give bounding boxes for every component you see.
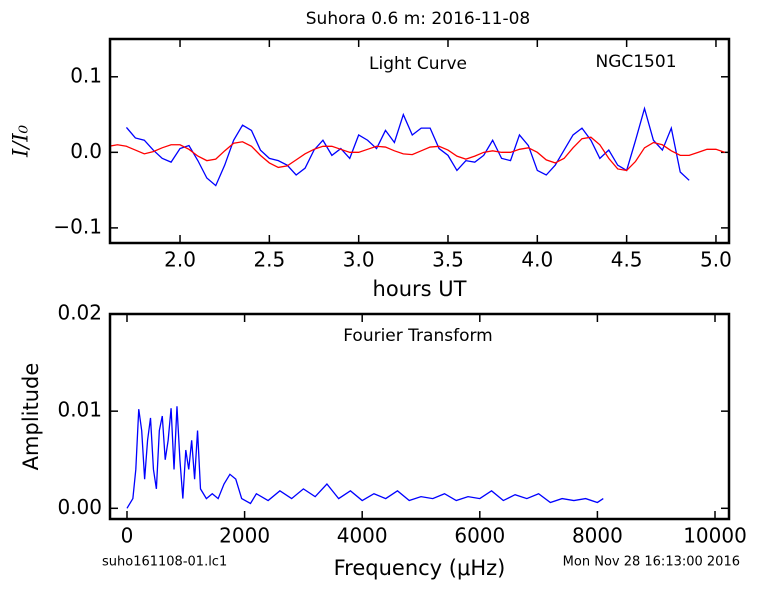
plot-frame xyxy=(108,312,731,521)
data-line xyxy=(125,106,690,187)
y-axis-label: Amplitude xyxy=(19,363,43,471)
y-tick-label: 0.01 xyxy=(57,398,102,422)
x-axis-label: Frequency (μHz) xyxy=(334,556,506,580)
footer-left: suho161108-01.lc1 xyxy=(102,555,227,570)
x-tick-label: 2.5 xyxy=(253,248,285,272)
x-tick-label: 2000 xyxy=(219,524,270,548)
x-tick-label: 0 xyxy=(121,524,134,548)
footer-right: Mon Nov 28 16:13:00 2016 xyxy=(563,555,740,570)
y-axis-label: I/I₀ xyxy=(9,124,33,158)
x-tick-label: 4.0 xyxy=(521,248,553,272)
data-line xyxy=(126,406,604,509)
y-tick-label: 0.1 xyxy=(70,63,102,87)
x-tick-label: 6000 xyxy=(454,524,505,548)
plot-frame xyxy=(108,37,731,245)
x-tick-label: 10000 xyxy=(683,524,747,548)
x-tick-label: 4.5 xyxy=(611,248,643,272)
annotation: Light Curve xyxy=(369,54,467,74)
annotation: NGC1501 xyxy=(595,52,676,72)
y-tick-label: 0.02 xyxy=(57,301,102,325)
y-tick-label: −0.1 xyxy=(53,214,102,238)
y-tick-label: 0.0 xyxy=(70,139,102,163)
data-line xyxy=(110,136,726,172)
x-tick-label: 5.0 xyxy=(700,248,732,272)
x-tick-label: 3.0 xyxy=(343,248,375,272)
annotation: Fourier Transform xyxy=(343,326,492,346)
x-tick-label: 8000 xyxy=(572,524,623,548)
figure-title: Suhora 0.6 m: 2016-11-08 xyxy=(306,9,530,29)
x-axis-label: hours UT xyxy=(373,277,467,301)
x-tick-label: 2.0 xyxy=(164,248,196,272)
x-tick-label: 4000 xyxy=(337,524,388,548)
x-tick-label: 3.5 xyxy=(432,248,464,272)
y-tick-label: 0.00 xyxy=(57,495,102,519)
